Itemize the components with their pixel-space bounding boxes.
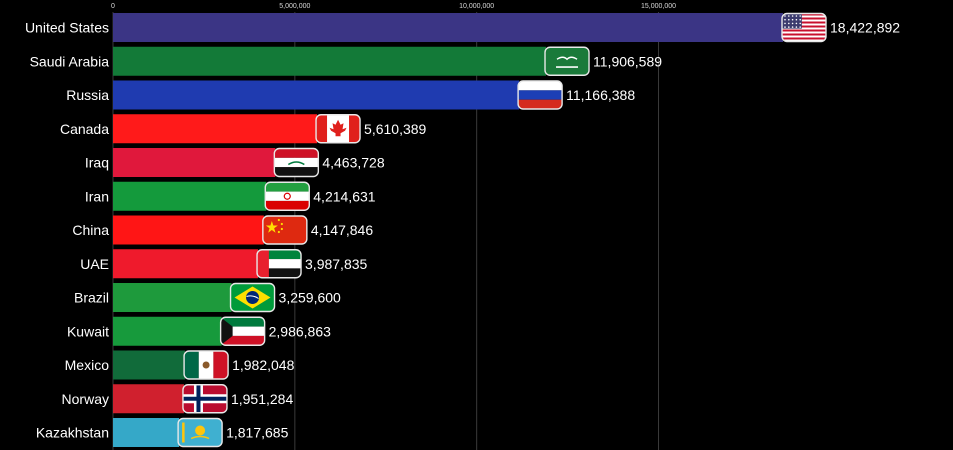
bar-row: Kazakhstan 1,817,685 [36,417,289,448]
category-label: Iraq [85,155,109,171]
usa-flag-icon [781,12,827,43]
bar-row: China 4,147,846 [72,215,373,245]
bar-row: Norway 1,951,284 [62,384,293,414]
x-tick-label: 15,000,000 [641,3,676,10]
value-label: 4,214,631 [313,188,375,204]
value-label: 18,422,892 [830,20,900,36]
category-label: Kazakhstan [36,425,109,441]
category-label: Brazil [74,290,109,306]
value-label: 2,986,863 [269,323,331,339]
bar [113,181,267,211]
bar [113,215,264,245]
bar [113,316,222,346]
category-label: Norway [62,391,109,407]
bar-row: Iraq 4,463,728 [85,147,385,178]
value-label: 1,982,048 [232,357,294,373]
category-label: Saudi Arabia [30,53,110,69]
value-label: 4,463,728 [322,155,384,171]
norway-flag-icon [182,384,228,414]
bar [113,249,259,279]
bar-row: Mexico 1,982,048 [65,350,295,380]
russia-flag-icon [517,80,563,110]
category-label: Kuwait [67,323,109,339]
bar [113,350,186,380]
iran-flag-icon [264,181,310,211]
value-label: 3,987,835 [305,256,367,272]
bar [113,384,184,414]
kuwait-flag-icon [219,316,266,346]
bar-row: Russia 11,166,388 [66,80,635,110]
value-label: 1,817,685 [226,425,288,441]
bars: United States 18,422,892 Saudi Arabia 11,90… [25,12,900,448]
value-label: 11,166,388 [566,87,635,103]
bar-row: Iran 4,214,631 [85,181,376,211]
saudi-arabia-flag-icon [544,46,590,76]
x-tick-label: 10,000,000 [459,3,494,10]
x-tick-label: 5,000,000 [279,3,310,10]
value-label: 5,610,389 [364,121,426,137]
bar [113,13,783,42]
category-label: Mexico [65,357,110,373]
bar-row: Kuwait 2,986,863 [67,316,331,346]
category-label: Canada [60,121,109,137]
value-label: 4,147,846 [311,222,373,238]
canada-flag-icon [315,114,361,144]
bar-row: United States 18,422,892 [25,12,900,43]
bar-row: Saudi Arabia 11,906,589 [30,46,662,76]
bar [113,80,520,110]
bar [113,418,180,447]
bar [113,114,318,144]
category-label: China [72,222,109,238]
value-label: 11,906,589 [593,53,662,69]
value-label: 1,951,284 [231,391,293,407]
brazil-flag-icon [229,282,276,313]
bar [113,148,276,177]
iraq-flag-icon [273,147,320,178]
category-label: Russia [66,87,109,103]
bar [113,46,547,76]
bar-row: Brazil 3,259,600 [74,282,341,313]
category-label: Iran [85,188,109,204]
kazakhstan-flag-icon [177,417,223,448]
mexico-flag-icon [183,350,229,380]
china-flag-icon [262,215,308,245]
bar-row: UAE 3,987,835 [80,249,368,279]
x-axis-ticks: 0 5,000,000 10,000,000 15,000,000 [111,3,676,10]
bar [113,283,232,312]
category-label: UAE [80,256,109,272]
x-tick-label: 0 [111,3,115,10]
bar-row: Canada 5,610,389 [60,114,427,144]
value-label: 3,259,600 [279,290,341,306]
category-label: United States [25,20,109,36]
uae-flag-icon [256,249,302,279]
